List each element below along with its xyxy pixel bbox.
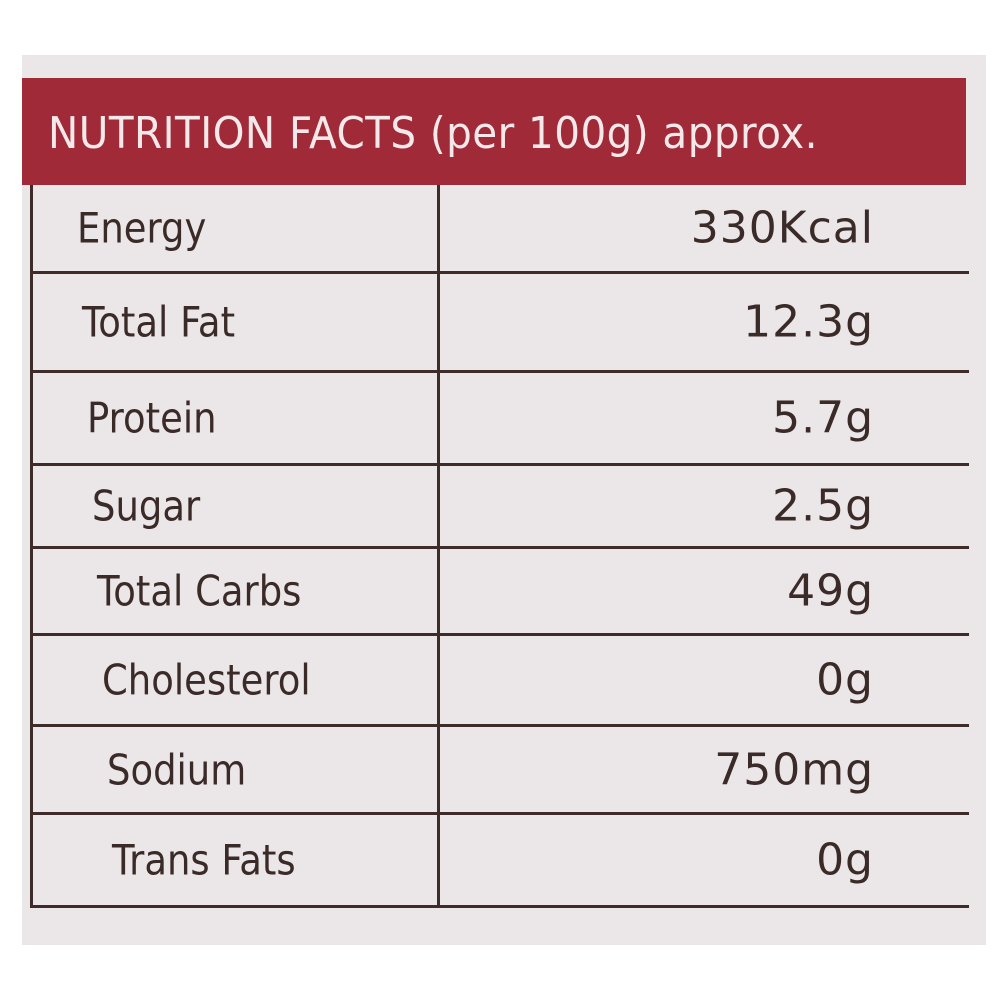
table-row: Protein 5.7g — [33, 373, 969, 466]
nutrient-cell: Sodium — [33, 727, 440, 812]
nutrient-cell: Cholesterol — [33, 636, 440, 724]
nutrient-name: Sugar — [92, 481, 201, 531]
nutrient-cell: Total Fat — [33, 274, 440, 370]
table-row: Sugar 2.5g — [33, 466, 969, 549]
nutrition-table: Energy 330Kcal Total Fat 12.3g Protein 5.7g Su… — [30, 185, 969, 908]
nutrient-amount: 49g — [787, 565, 874, 617]
table-row: Trans Fats 0g — [33, 815, 969, 908]
table-row: Energy 330Kcal — [33, 185, 969, 274]
nutrient-amount: 2.5g — [772, 480, 874, 532]
nutrient-name: Total Fat — [82, 297, 236, 347]
nutrient-cell: Sugar — [33, 466, 440, 546]
nutrient-cell: Trans Fats — [33, 815, 440, 905]
nutrient-name: Protein — [87, 393, 217, 443]
nutrient-name: Energy — [77, 203, 207, 253]
nutrient-name: Trans Fats — [112, 835, 296, 885]
nutrient-amount: 5.7g — [772, 392, 874, 444]
nutrient-amount: 0g — [816, 834, 874, 886]
table-row: Cholesterol 0g — [33, 636, 969, 727]
nutrient-name: Total Carbs — [97, 566, 302, 616]
title: NUTRITION FACTS (per 100g) approx. — [48, 108, 818, 159]
table-row: Total Carbs 49g — [33, 549, 969, 636]
nutrient-amount: 750mg — [714, 744, 874, 795]
nutrient-amount: 0g — [816, 654, 874, 706]
nutrient-name: Cholesterol — [102, 655, 311, 705]
nutrient-cell: Energy — [33, 185, 440, 271]
nutrient-cell: Total Carbs — [33, 549, 440, 633]
nutrition-label: NUTRITION FACTS (per 100g) approx. Energ… — [22, 55, 986, 945]
nutrient-cell: Protein — [33, 373, 440, 463]
table-row: Sodium 750mg — [33, 727, 969, 815]
table-row: Total Fat 12.3g — [33, 274, 969, 373]
nutrient-name: Sodium — [107, 745, 247, 794]
nutrient-amount: 330Kcal — [690, 202, 874, 254]
nutrient-amount: 12.3g — [743, 296, 874, 348]
header-band: NUTRITION FACTS (per 100g) approx. — [22, 78, 966, 185]
